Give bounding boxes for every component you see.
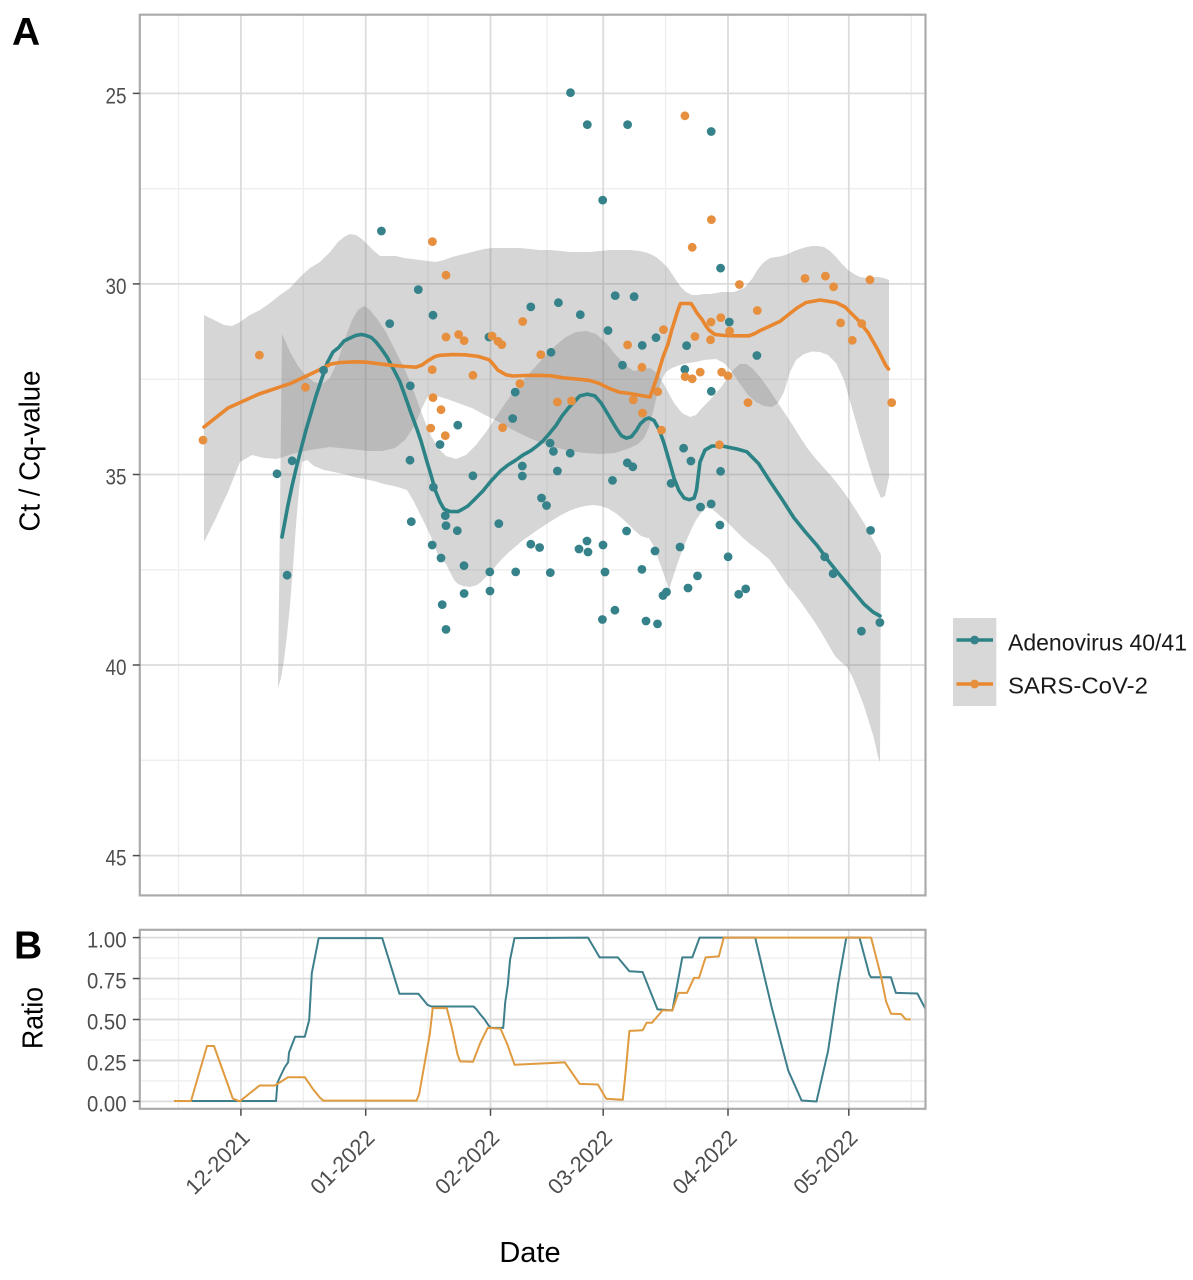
svg-text:0.25: 0.25 [87, 1050, 127, 1075]
svg-text:B: B [14, 925, 42, 968]
svg-text:25: 25 [106, 83, 127, 108]
svg-text:Adenovirus 40/41: Adenovirus 40/41 [1008, 630, 1187, 656]
svg-text:A: A [12, 11, 40, 54]
svg-text:45: 45 [106, 846, 127, 871]
svg-text:0.75: 0.75 [87, 969, 127, 994]
svg-text:35: 35 [106, 465, 127, 490]
svg-text:1.00: 1.00 [87, 928, 127, 953]
svg-text:Ratio: Ratio [18, 987, 50, 1049]
svg-text:30: 30 [106, 274, 127, 299]
svg-text:SARS-CoV-2: SARS-CoV-2 [1008, 673, 1148, 699]
svg-text:0.00: 0.00 [87, 1091, 127, 1116]
svg-text:0.50: 0.50 [87, 1010, 127, 1035]
svg-text:40: 40 [106, 655, 127, 680]
svg-text:Date: Date [499, 1237, 560, 1269]
svg-text:Ct / Cq-value: Ct / Cq-value [15, 371, 47, 532]
